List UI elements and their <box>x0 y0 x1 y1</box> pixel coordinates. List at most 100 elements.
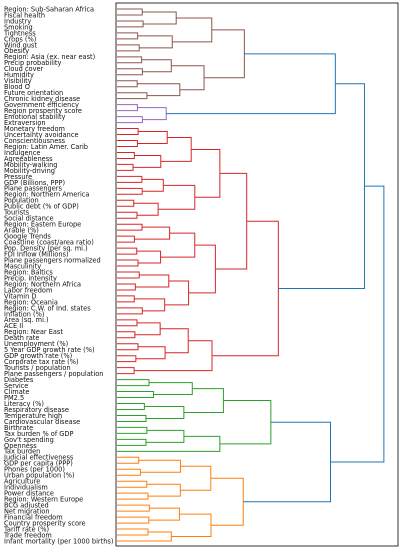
leaf-label: Region: Baltics <box>4 268 53 276</box>
leaf-label: Judicial effectiveness <box>3 454 74 462</box>
dendrogram-link <box>117 319 138 327</box>
dendrogram-link <box>210 477 244 526</box>
leaf-label: Corporate tax rate (%) <box>4 358 79 366</box>
leaf-label: Conscientiousness <box>4 137 66 145</box>
dendrogram-link <box>117 259 139 267</box>
dendrogram-link <box>149 382 193 396</box>
leaf-label: GDP growth rate (%) <box>4 352 72 360</box>
leaf-label: Precip probability <box>4 59 61 67</box>
dendrogram-link <box>117 128 139 136</box>
leaf-label: Monetary freedom <box>4 125 65 133</box>
dendrogram-link <box>141 178 164 192</box>
leaf-label: Social distance <box>4 215 54 223</box>
leaf-label: Industry <box>4 17 31 25</box>
leaf-label: Smoking <box>4 23 33 31</box>
dendrogram-link <box>142 11 177 25</box>
leaf-label: Region: Latin Amer. Carib <box>4 143 88 151</box>
dendrogram-link <box>117 175 143 183</box>
dendrogram-link <box>188 244 216 294</box>
dendrogram-link <box>172 17 213 43</box>
leaf-label: Agriculture <box>4 478 40 486</box>
dendrogram-link <box>117 44 140 52</box>
leaf-label: Tax burden % of GDP <box>3 430 73 438</box>
leaf-label: Google Trends <box>4 233 51 241</box>
dendrogram-link <box>212 220 279 357</box>
dendrogram-link <box>138 459 181 473</box>
leaf-label: Arable (%) <box>4 227 39 235</box>
dendrogram-link <box>117 163 134 171</box>
leaf-label: Mobility-walking <box>4 161 57 169</box>
dendrogram-link <box>171 513 212 538</box>
leaf-label: Plane passengers normalized <box>4 256 101 264</box>
leaf-label: Labor freedom <box>4 286 52 294</box>
leaf-label: Phones (per 1000) <box>4 466 65 474</box>
leaf-label: Death rate <box>4 334 39 342</box>
dendrogram-link <box>117 80 138 88</box>
dendrogram-link <box>117 199 135 207</box>
dendrogram-link <box>137 35 173 49</box>
dendrogram-link <box>117 235 135 243</box>
leaf-label: Plane passengers / population <box>4 370 103 378</box>
dendrogram-link <box>117 295 135 303</box>
leaf-label: Plane passengers <box>4 185 62 193</box>
leaf-label: Financial freedom <box>4 513 63 521</box>
dendrogram-link <box>117 68 143 76</box>
leaf-label: Population <box>4 197 39 205</box>
leaf-label: Tourists / population <box>3 364 71 372</box>
leaf-label: Tax burden <box>3 448 40 456</box>
leaf-label: Region: Oceania <box>4 298 58 306</box>
leaf-label: Fiscal health <box>4 11 45 19</box>
dendrogram-link <box>180 465 212 491</box>
dendrogram-link <box>171 65 205 91</box>
leaf-label: Region: Western Europe <box>4 496 83 504</box>
leaf-label: Service <box>4 382 28 390</box>
leaf-label: Uncertainty avoidance <box>4 131 79 139</box>
dendrogram-link <box>117 438 147 446</box>
dendrogram-link <box>137 131 168 144</box>
dendrogram-link <box>141 59 172 73</box>
dendrogram-link <box>117 307 143 315</box>
leaf-label: Obesity <box>4 47 29 55</box>
plot-frame <box>115 2 399 547</box>
leaf-label: Infant mortality (per 1000 births) <box>4 537 113 545</box>
leaf-label: Wind gust <box>4 41 37 49</box>
leaf-label: Region: Northern America <box>4 191 89 199</box>
leaf-label: Chronic kidney disease <box>4 95 80 103</box>
dendrogram-link <box>146 429 185 443</box>
dendrogram-link <box>133 154 162 168</box>
dendrogram-link <box>117 379 150 387</box>
dendrogram-link <box>191 148 221 198</box>
leaf-label: Region prosperity score <box>4 107 82 115</box>
leaf-label: Region: Eastern Europe <box>4 221 81 229</box>
dendrogram-link <box>117 531 172 542</box>
dendrogram-link <box>117 104 138 112</box>
leaf-label: Literacy (%) <box>4 400 44 408</box>
dendrogram-link <box>160 137 192 162</box>
leaf-label: Extraversion <box>4 119 46 127</box>
dendrogram-link <box>117 367 135 375</box>
leaf-label: Birthrate <box>4 424 33 432</box>
leaf-label: Pop. Density (per sq. mi.) <box>4 245 88 253</box>
dendrogram-link <box>117 223 143 231</box>
dendrogram-link <box>134 298 166 312</box>
leaf-label: Vitamin D <box>4 292 36 300</box>
leaf-label: Future orientation <box>4 89 63 97</box>
leaf-label: Climate <box>4 388 29 396</box>
leaf-label: PM2.5 <box>4 394 24 402</box>
dendrogram-link <box>137 83 181 97</box>
dendrogram-link <box>160 328 189 354</box>
dendrogram-link <box>117 8 143 16</box>
dendrogram-link <box>160 232 196 258</box>
leaf-label: GDP per capita (PPP) <box>4 460 73 468</box>
leaf-label: Trade freedom <box>3 531 52 539</box>
dendrogram-link <box>117 516 150 524</box>
leaf-label: Region: Asia (ex. near east) <box>4 53 95 61</box>
dendrogram-link <box>117 116 143 124</box>
leaf-label: Net migration <box>4 508 50 516</box>
dendrogram-link <box>144 406 185 419</box>
leaf-label: Temperature high <box>3 412 62 420</box>
dendrogram-link <box>117 32 139 40</box>
leaf-label: Region: Sub-Saharan Africa <box>4 5 94 13</box>
